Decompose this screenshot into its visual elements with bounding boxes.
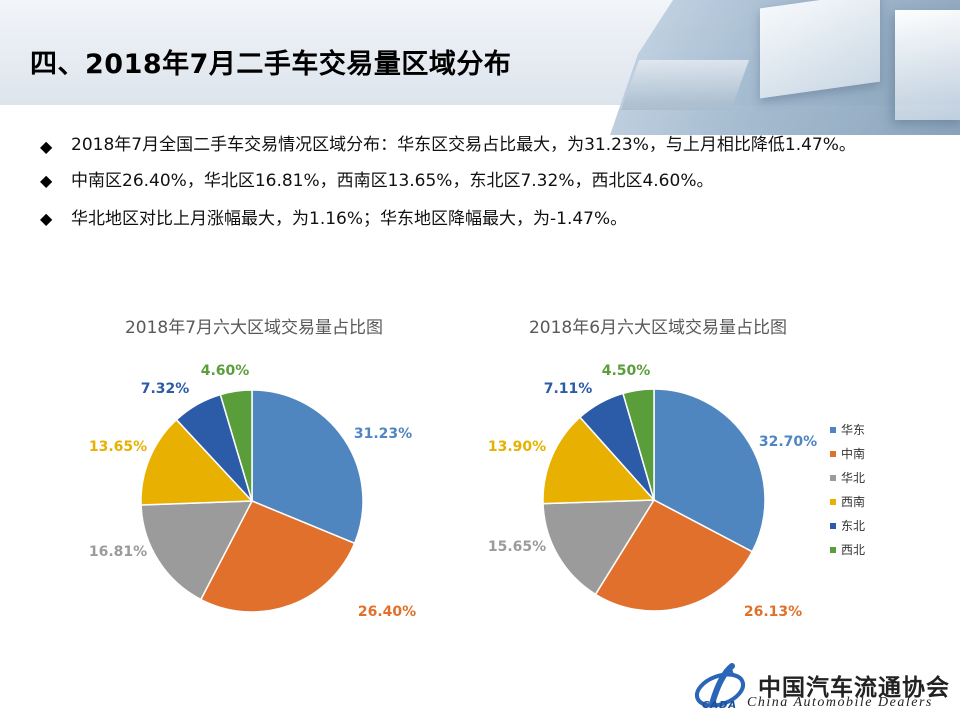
bullet-text: 2018年7月全国二手车交易情况区域分布：华东区交易占比最大，为31.23%，与… <box>71 135 856 155</box>
header-decoration <box>610 0 960 135</box>
org-name-english: China Automobile Dealers <box>747 695 933 710</box>
data-label-july-3: 13.65% <box>89 439 147 455</box>
data-label-july-2: 16.81% <box>89 544 147 560</box>
data-label-july-1: 26.40% <box>358 604 416 620</box>
legend-label-4: 东北 <box>841 519 865 533</box>
data-label-july-5: 4.60% <box>201 363 250 379</box>
pie-slice-june-1 <box>594 499 754 612</box>
bullet-list: ◆ 2018年7月全国二手车交易情况区域分布：华东区交易占比最大，为31.23%… <box>40 128 930 238</box>
pie-slice-july-2 <box>140 500 254 601</box>
data-label-july-4: 7.32% <box>141 381 190 397</box>
chart-title-july: 2018年7月六大区域交易量占比图 <box>124 318 384 338</box>
data-label-june-0: 32.70% <box>759 434 817 450</box>
data-label-june-2: 15.65% <box>488 539 546 555</box>
diamond-bullet-icon: ◆ <box>40 209 53 228</box>
legend-swatch-3 <box>830 499 836 505</box>
pie-slice-june-3 <box>542 416 656 505</box>
data-label-june-1: 26.13% <box>744 604 802 620</box>
org-name-chinese: 中国汽车流通协会 <box>758 674 950 701</box>
legend-swatch-4 <box>830 523 836 529</box>
pie-slice-june-5 <box>622 388 655 501</box>
data-label-june-3: 13.90% <box>488 439 546 455</box>
legend-label-0: 华东 <box>841 423 865 437</box>
legend-swatch-2 <box>830 475 836 481</box>
legend-label-5: 西北 <box>841 543 865 557</box>
bullet-text: 华北地区对比上月涨幅最大，为1.16%；华东地区降幅最大，为-1.47%。 <box>71 209 628 229</box>
bullet-item: ◆ 华北地区对比上月涨幅最大，为1.16%；华东地区降幅最大，为-1.47%。 <box>40 200 930 238</box>
pie-slice-june-0 <box>653 388 766 553</box>
diamond-bullet-icon: ◆ <box>40 137 53 156</box>
legend-swatch-1 <box>830 451 836 457</box>
decor-cube <box>895 10 960 120</box>
cada-logo-icon <box>694 663 746 708</box>
legend-swatch-0 <box>830 427 836 433</box>
pie-slice-july-5 <box>219 389 253 502</box>
pie-slice-july-1 <box>199 500 356 613</box>
legend-swatch-5 <box>830 547 836 553</box>
logo-abbreviation: CADA <box>702 700 738 711</box>
chart-title-june: 2018年6月六大区域交易量占比图 <box>528 318 788 338</box>
data-label-july-0: 31.23% <box>354 426 412 442</box>
diamond-bullet-icon: ◆ <box>40 171 53 190</box>
legend-label-1: 中南 <box>841 446 865 461</box>
legend-label-2: 华北 <box>841 471 865 485</box>
legend-label-3: 西南 <box>841 494 865 509</box>
bullet-item: ◆ 2018年7月全国二手车交易情况区域分布：华东区交易占比最大，为31.23%… <box>40 128 930 162</box>
pie-slice-july-3 <box>140 418 254 506</box>
pie-slice-june-2 <box>542 499 656 596</box>
footer-logo: CADA 中国汽车流通协会 China Automobile Dealers <box>688 654 960 720</box>
pie-slice-july-0 <box>251 389 364 545</box>
bullet-text: 中南区26.40%，华北区16.81%，西南区13.65%，东北区7.32%，西… <box>71 171 714 191</box>
page-title: 四、2018年7月二手车交易量区域分布 <box>30 49 512 80</box>
data-label-june-5: 4.50% <box>602 363 651 379</box>
data-label-june-4: 7.11% <box>544 381 593 397</box>
bullet-item: ◆ 中南区26.40%，华北区16.81%，西南区13.65%，东北区7.32%… <box>40 162 930 200</box>
